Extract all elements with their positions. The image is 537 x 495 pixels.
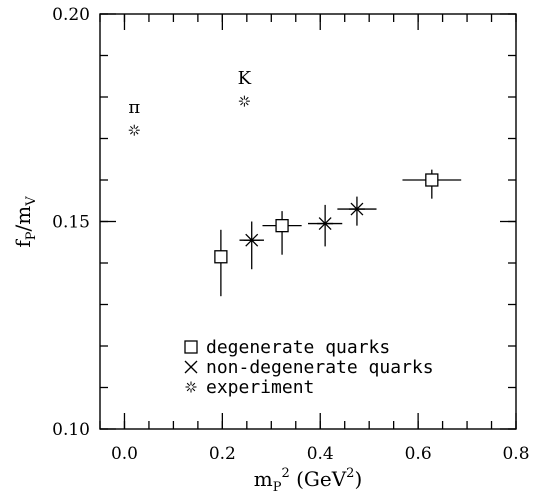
y-axis-label-sub2: V <box>24 196 39 207</box>
x-axis-label-sub: P <box>273 480 282 495</box>
x-tick-label: 0.4 <box>307 444 334 464</box>
legend-burst-icon <box>191 382 196 387</box>
x-tick-label: 0.2 <box>209 444 236 464</box>
burst-marker <box>245 102 249 106</box>
y-tick-label: 0.15 <box>52 213 90 233</box>
point-label: K <box>238 68 252 89</box>
y-tick-label: 0.20 <box>52 5 90 25</box>
burst-marker <box>135 131 139 135</box>
burst-marker <box>245 96 249 101</box>
burst-marker <box>135 125 139 130</box>
y-axis-label: fP/mV <box>11 196 39 248</box>
square-marker <box>275 218 289 233</box>
x-axis-label-units: (GeV <box>290 467 347 491</box>
legend-burst-icon <box>186 382 191 387</box>
tick-labels: 0.0 0.2 0.4 0.6 0.8 0.10 0.15 0.20 <box>52 5 529 464</box>
burst-marker <box>240 102 244 106</box>
x-tick-label: 0.6 <box>405 444 432 464</box>
axis-ticks <box>99 13 517 430</box>
star-marker <box>245 233 259 247</box>
legend-label: non-degenerate quarks <box>206 357 434 378</box>
x-axis-label-units-sup: 2 <box>346 466 354 481</box>
legend-label: degenerate quarks <box>206 337 390 358</box>
legend-square-icon <box>184 340 198 354</box>
y-axis-label-mid: /m <box>11 206 35 232</box>
x-axis-label-units-close: ) <box>354 467 362 491</box>
point-annotations: πK <box>128 68 251 118</box>
legend-cross-icon <box>184 360 198 374</box>
y-axis-label-sub1: P <box>24 231 39 240</box>
y-tick-label: 0.10 <box>52 420 90 440</box>
x-tick-label: 0.8 <box>502 444 529 464</box>
legend-burst-icon <box>186 387 191 392</box>
burst-marker <box>130 131 134 135</box>
x-axis-label: mP2 (GeV2) <box>254 466 363 495</box>
burst-marker <box>130 125 134 130</box>
burst-marker <box>240 96 244 101</box>
x-axis-label-main: m <box>254 467 273 491</box>
y-axis-label-main: f <box>11 239 35 248</box>
star-marker <box>318 217 332 231</box>
legend-label: experiment <box>206 377 314 398</box>
point-label: π <box>128 97 140 118</box>
legend-burst-icon <box>191 387 196 392</box>
square-marker <box>425 173 439 187</box>
square-marker <box>214 250 228 264</box>
x-tick-label: 0.0 <box>111 444 138 464</box>
star-marker <box>350 202 364 216</box>
data-marks <box>128 95 462 297</box>
x-axis-label-sup: 2 <box>281 466 289 481</box>
